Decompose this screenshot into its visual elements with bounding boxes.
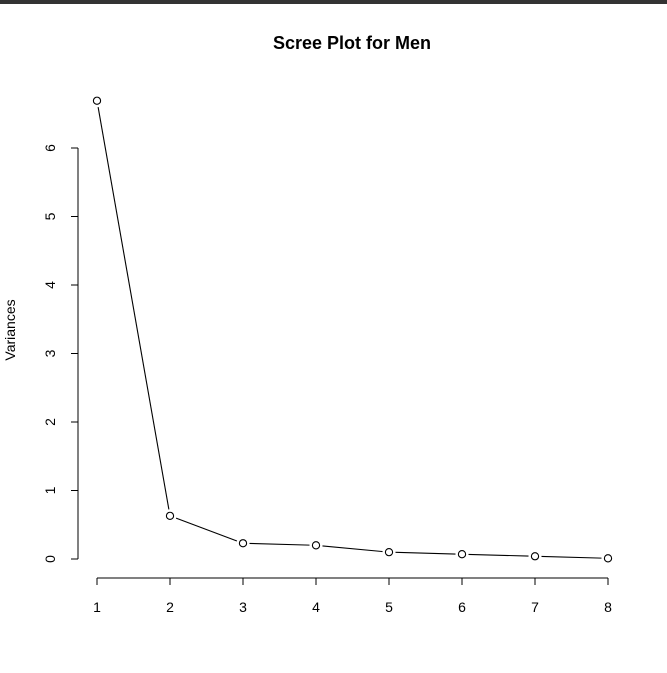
data-point (457, 550, 467, 559)
chart-title: Scree Plot for Men (273, 33, 431, 53)
y-tick-label: 4 (42, 281, 58, 289)
series-layer (92, 96, 613, 563)
series-line-segment (468, 553, 529, 557)
y-tick-label: 2 (42, 418, 58, 426)
x-tick-label: 8 (604, 599, 612, 615)
data-point (530, 552, 540, 561)
y-tick-label: 1 (42, 486, 58, 494)
y-axis-label: Variances (2, 299, 18, 360)
data-point (165, 511, 175, 520)
data-point (311, 541, 321, 550)
x-tick-label: 4 (312, 599, 320, 615)
data-point (92, 96, 102, 105)
y-axis: 0 1 2 3 4 5 6 (42, 144, 79, 563)
x-tick-label: 7 (531, 599, 539, 615)
y-tick-label: 3 (42, 349, 58, 357)
x-tick-label: 5 (385, 599, 393, 615)
y-tick-label: 0 (42, 555, 58, 563)
series-line-segment (322, 545, 383, 553)
x-tick-label: 1 (93, 599, 101, 615)
y-tick-label: 6 (42, 144, 58, 152)
x-tick-label: 3 (239, 599, 247, 615)
data-point (384, 548, 394, 557)
series-line-segment (175, 517, 238, 542)
data-point (238, 539, 248, 548)
x-tick-label: 2 (166, 599, 174, 615)
y-tick-label: 5 (42, 212, 58, 220)
series-line-segment (97, 107, 170, 510)
series-line-segment (395, 551, 456, 555)
series-line-segment (249, 542, 310, 546)
window-top-bar (0, 0, 667, 4)
x-tick-label: 6 (458, 599, 466, 615)
x-axis: 1 2 3 4 5 6 7 8 (93, 577, 612, 615)
data-point (603, 554, 613, 563)
series-line-segment (541, 555, 602, 559)
